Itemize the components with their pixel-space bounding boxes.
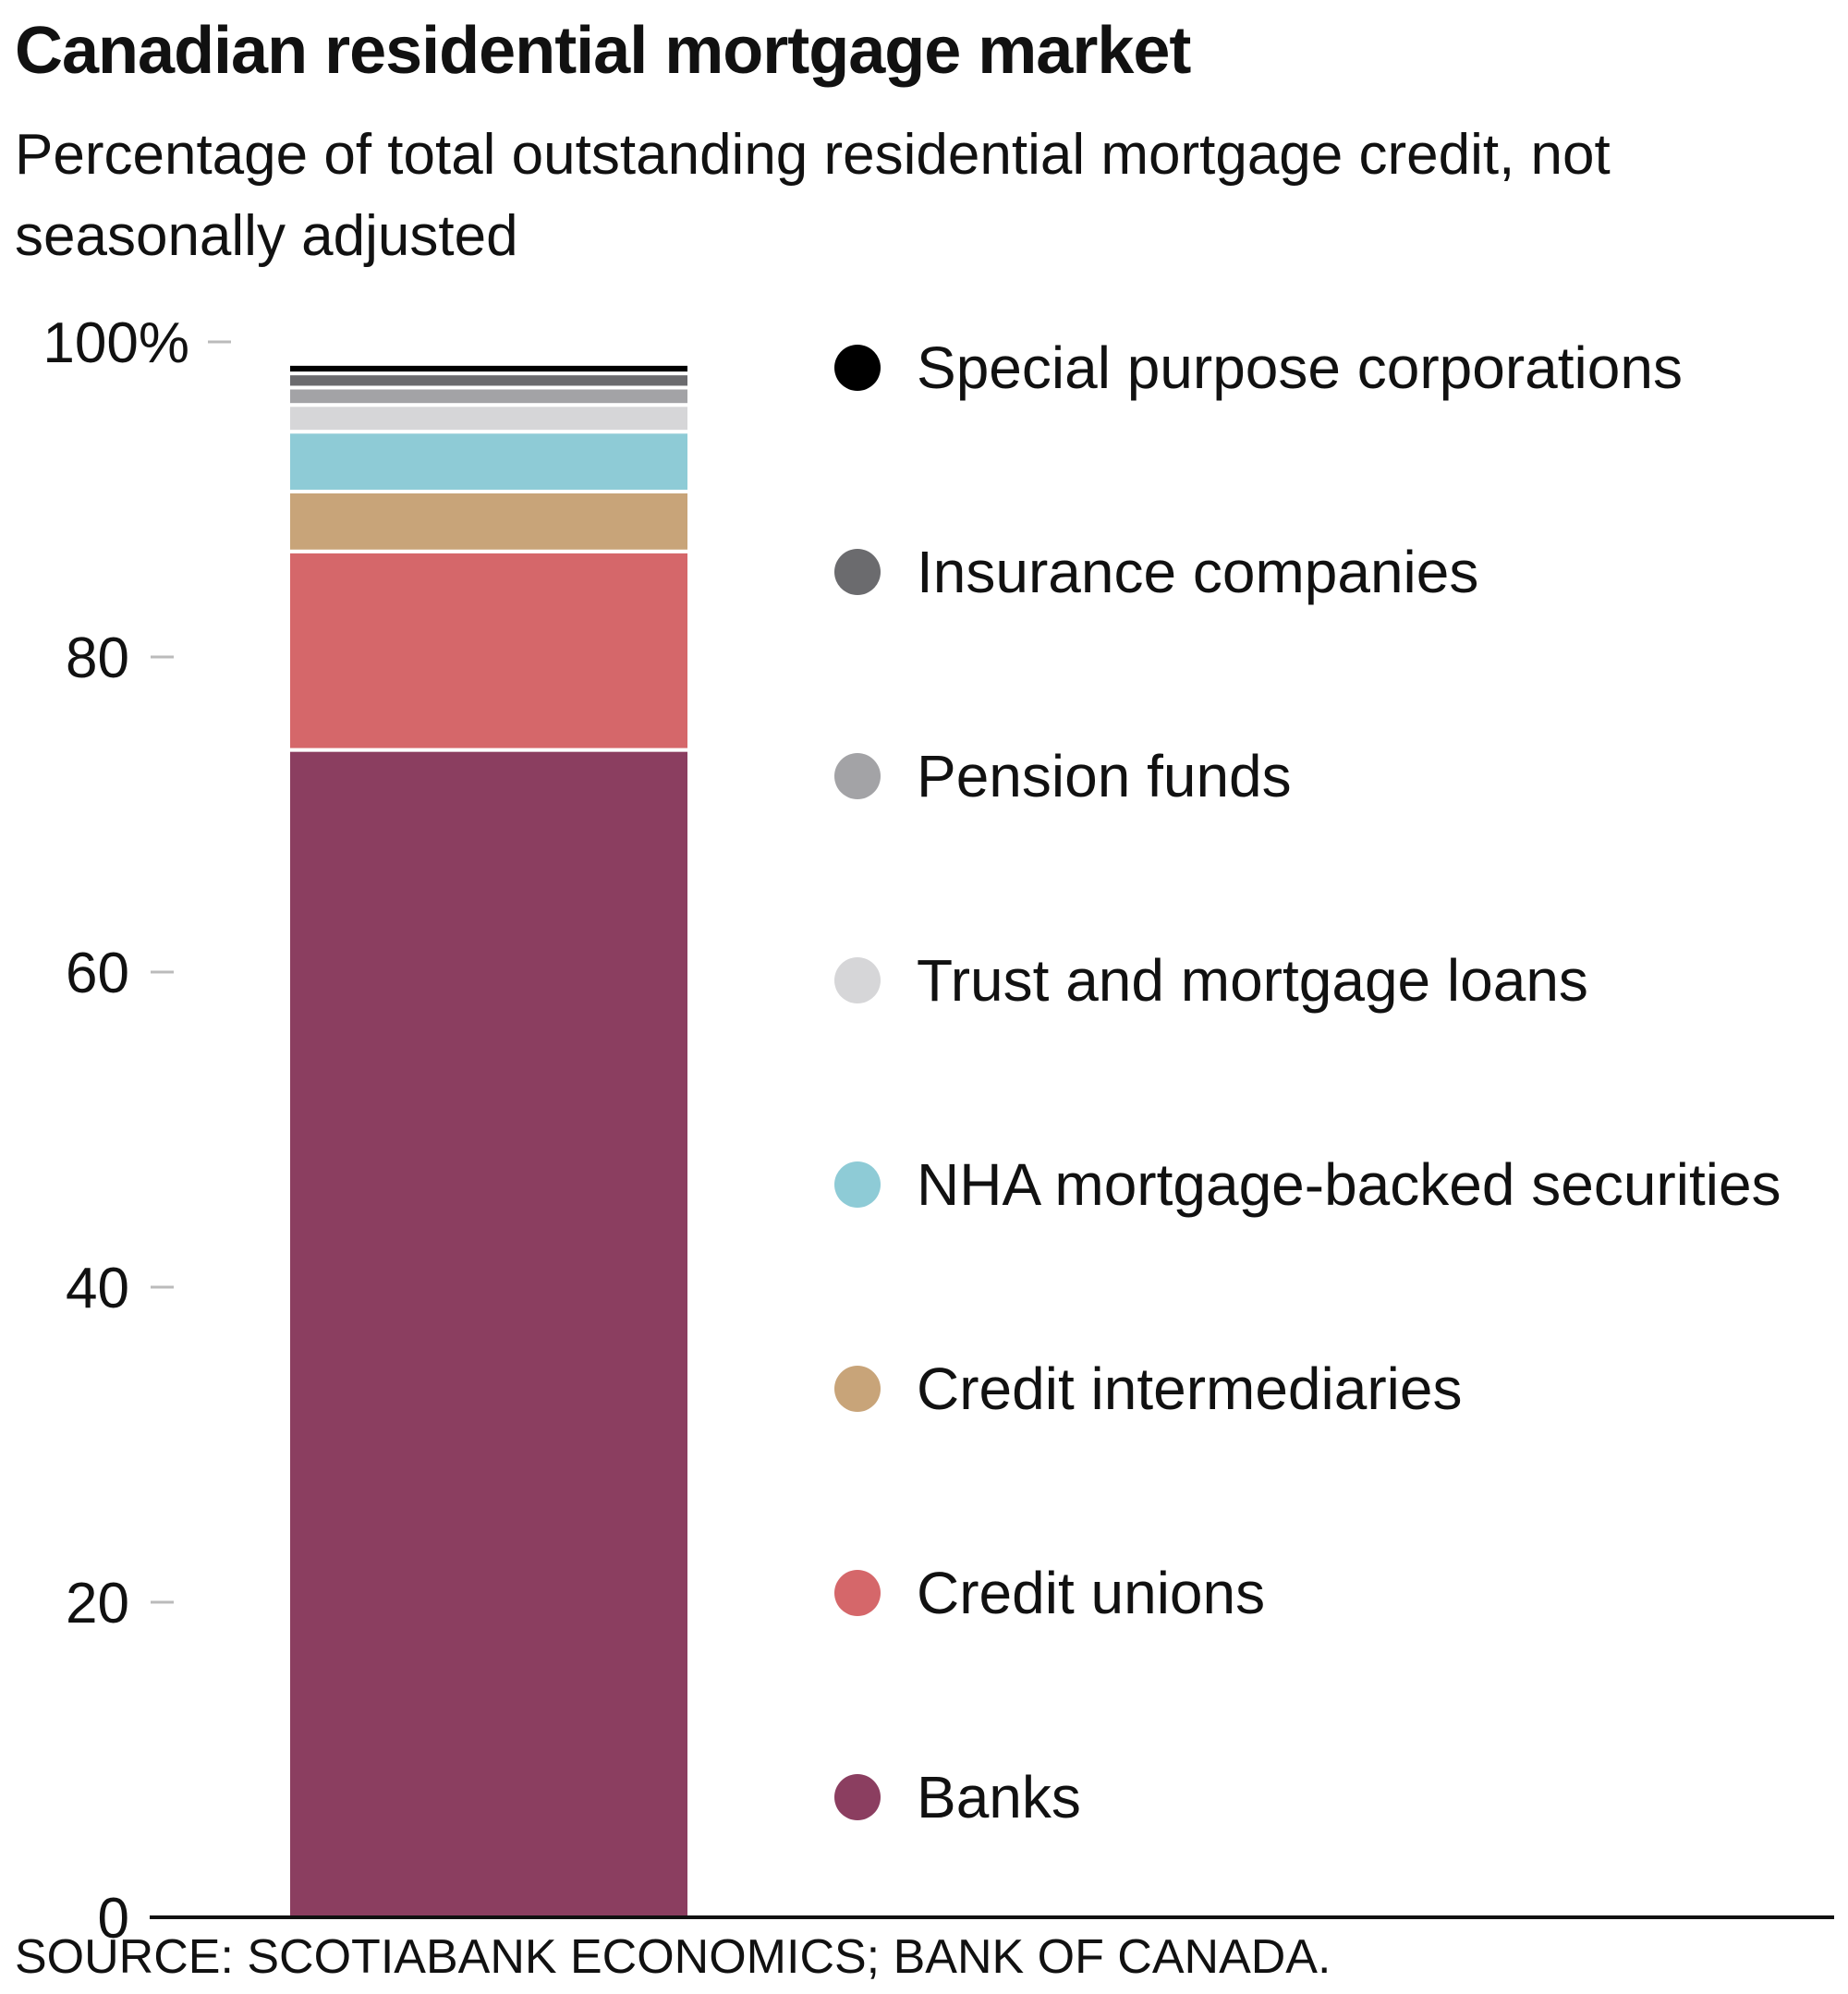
legend-swatch-credit-unions: [834, 1570, 881, 1616]
bar-segment-credit-intermediaries: [286, 489, 691, 553]
chart-subtitle: Percentage of total outstanding resident…: [15, 123, 1611, 268]
source-note: SOURCE: SCOTIABANK ECONOMICS; BANK OF CA…: [15, 1930, 1331, 1984]
bar-segment-special-purpose-corporations: [286, 361, 691, 376]
legend-swatch-special-purpose-corporations: [834, 345, 881, 391]
y-tick-label: 100%: [43, 311, 189, 375]
y-axis: 0 20 40 60 80 100%: [43, 311, 231, 1951]
legend-label-credit-unions: Credit unions: [917, 1560, 1265, 1626]
legend: Special purpose corporations Insurance co…: [834, 334, 1781, 1830]
legend-label-pension-funds: Pension funds: [917, 743, 1292, 809]
y-tick-label: 80: [66, 626, 129, 690]
y-tick-label: 0: [98, 1887, 129, 1951]
legend-swatch-credit-intermediaries: [834, 1366, 881, 1412]
y-tick-label: 40: [66, 1257, 129, 1320]
bar-segment-pension-funds: [286, 385, 691, 407]
legend-swatch-insurance-companies: [834, 549, 881, 595]
legend-swatch-banks: [834, 1774, 881, 1820]
legend-label-special-purpose-corporations: Special purpose corporations: [917, 334, 1683, 401]
legend-swatch-pension-funds: [834, 753, 881, 799]
legend-label-nha-mortgage-backed-securities: NHA mortgage-backed securities: [917, 1151, 1781, 1218]
y-tick-label: 60: [66, 942, 129, 1005]
legend-label-credit-intermediaries: Credit intermediaries: [917, 1356, 1462, 1422]
chart-title: Canadian residential mortgage market: [15, 14, 1191, 88]
legend-label-insurance-companies: Insurance companies: [917, 539, 1478, 605]
legend-swatch-trust-and-mortgage-loans: [834, 957, 881, 1003]
bar-segment-nha-mortgage-backed-securities: [286, 430, 691, 493]
y-tick-label: 20: [66, 1572, 129, 1635]
legend-swatch-nha-mortgage-backed-securities: [834, 1161, 881, 1208]
legend-label-banks: Banks: [917, 1764, 1081, 1830]
legend-label-trust-and-mortgage-loans: Trust and mortgage loans: [917, 947, 1588, 1014]
stacked-bar: [286, 361, 691, 1919]
bar-segment-banks: [286, 748, 691, 1919]
bar-segment-credit-unions: [286, 549, 691, 752]
bar-segment-insurance-companies: [286, 371, 691, 390]
bar-segment-trust-and-mortgage-loans: [286, 403, 691, 434]
